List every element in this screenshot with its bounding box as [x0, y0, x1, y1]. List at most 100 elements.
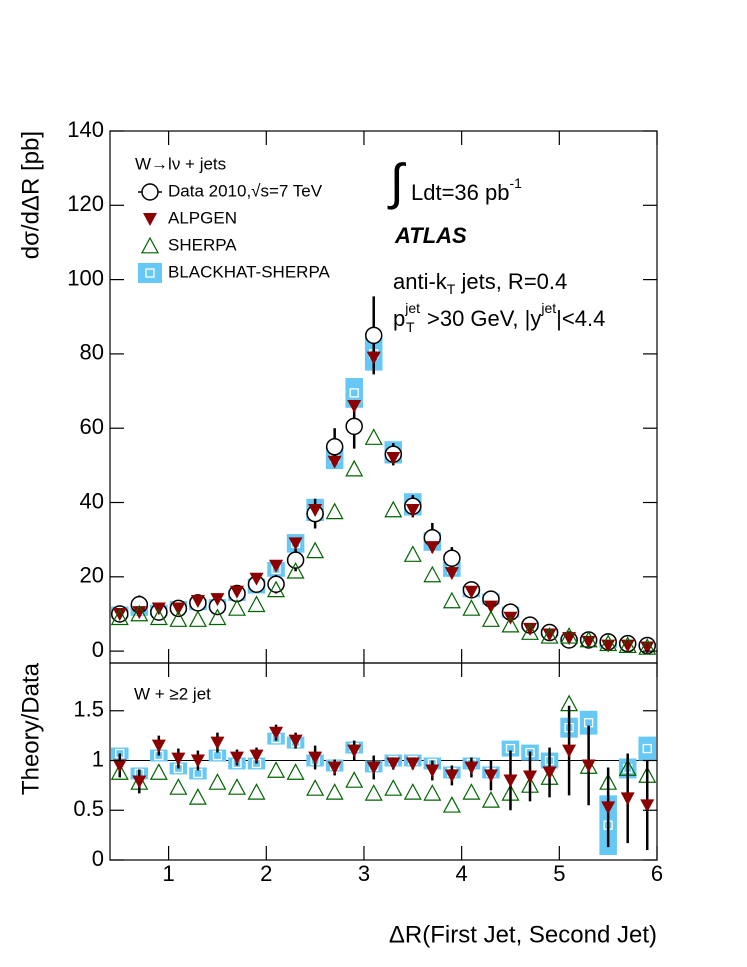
marker — [190, 754, 205, 768]
y-tick-label: 0 — [92, 846, 104, 871]
marker — [286, 561, 305, 579]
uncertainty-band — [638, 736, 656, 761]
marker — [327, 455, 342, 469]
marker — [405, 503, 420, 517]
text: |<4.4 — [556, 306, 605, 331]
marker — [503, 774, 518, 788]
marker — [443, 549, 461, 567]
marker — [562, 744, 577, 758]
marker — [345, 459, 364, 477]
legend-label: Data 2010,√s=7 TeV — [168, 181, 323, 200]
uncertainty-band — [208, 749, 227, 762]
marker — [620, 792, 635, 806]
marker — [227, 778, 246, 795]
plot-area — [110, 694, 657, 856]
marker — [267, 761, 286, 778]
marker — [425, 764, 440, 778]
uncertainty-band — [189, 767, 207, 780]
marker — [462, 599, 481, 616]
marker — [542, 766, 557, 780]
marker — [188, 788, 207, 805]
marker — [523, 622, 538, 636]
y-tick-label: 60 — [80, 414, 104, 439]
subscript: T — [406, 319, 415, 335]
marker — [423, 565, 442, 583]
y-tick-label: 0.5 — [73, 796, 104, 821]
text: >30 GeV, |y — [427, 306, 541, 331]
marker — [386, 757, 401, 771]
marker — [581, 759, 596, 773]
y-tick-label: 0 — [92, 637, 104, 662]
annotation: W + ≥2 jet — [134, 684, 211, 703]
marker — [112, 608, 127, 621]
marker — [149, 608, 168, 626]
marker — [132, 775, 147, 789]
marker — [229, 585, 244, 599]
plot-area — [110, 296, 657, 655]
marker — [444, 769, 459, 783]
marker — [464, 585, 479, 599]
marker — [560, 626, 579, 644]
marker — [132, 606, 147, 620]
luminosity: Ldt=36 pb-1 — [411, 175, 522, 205]
marker — [642, 743, 652, 754]
marker — [269, 726, 284, 740]
legend-marker — [145, 268, 155, 278]
x-tick-label: 4 — [456, 861, 468, 886]
marker — [112, 759, 127, 773]
marker — [110, 763, 129, 780]
marker — [171, 752, 186, 766]
superscript: jet — [404, 300, 420, 316]
marker — [403, 783, 422, 800]
y-tick-label: 120 — [67, 191, 104, 216]
integral: ∫ — [387, 154, 407, 210]
y-tick-label: 20 — [80, 563, 104, 588]
legend-marker — [141, 183, 159, 201]
marker — [442, 796, 461, 813]
legend-title: W→lν + jets — [135, 154, 226, 173]
marker — [423, 784, 442, 801]
marker — [483, 769, 498, 783]
marker — [345, 417, 363, 436]
marker — [308, 751, 323, 765]
text: Ldt=36 pb — [411, 180, 509, 205]
marker — [306, 541, 325, 559]
marker — [403, 545, 422, 562]
marker — [286, 551, 305, 569]
marker — [640, 799, 655, 813]
marker — [345, 771, 364, 788]
marker — [249, 749, 264, 763]
marker — [386, 451, 401, 465]
legend-label: BLACKHAT-SHERPA — [168, 262, 331, 281]
y-tick-label: 100 — [67, 265, 104, 290]
text: jets, R=0.4 — [455, 269, 567, 294]
marker — [267, 575, 285, 593]
marker — [405, 757, 420, 771]
y-axis-title: Theory/Data — [17, 662, 44, 795]
y-tick-label: 140 — [67, 117, 104, 142]
marker — [481, 791, 500, 808]
marker — [325, 783, 344, 800]
marker — [306, 779, 325, 796]
marker — [171, 602, 186, 616]
marker — [384, 779, 403, 796]
y-axis-title: dσ/dΔR [pb] — [17, 131, 44, 259]
marker — [425, 541, 440, 555]
plot-frame — [109, 662, 658, 861]
marker — [286, 763, 305, 780]
jet-cuts: pjet T >30 GeV, |yjet|<4.4 — [393, 300, 605, 335]
marker — [308, 503, 323, 517]
text: p — [393, 306, 405, 331]
marker — [542, 628, 557, 642]
marker — [464, 761, 479, 775]
marker — [366, 351, 381, 365]
marker — [208, 608, 227, 626]
marker — [151, 739, 166, 753]
marker — [130, 604, 149, 622]
marker — [462, 783, 481, 800]
legend-label: ALPGEN — [168, 208, 237, 227]
text: anti-k — [393, 269, 448, 294]
marker — [288, 734, 303, 748]
marker — [169, 778, 188, 795]
marker — [208, 773, 227, 790]
